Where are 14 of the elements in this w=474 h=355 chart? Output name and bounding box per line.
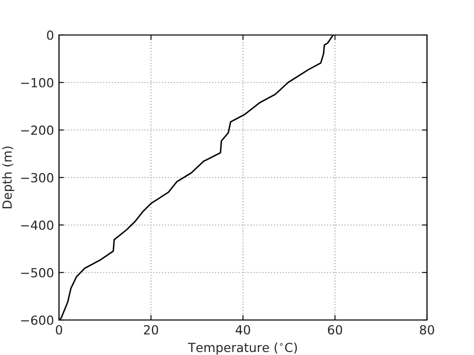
y-tick-label: −200: [21, 125, 54, 135]
y-axis-title: Depth (m): [2, 146, 14, 208]
y-tick-label: 0: [47, 30, 54, 40]
y-tick-label: −400: [21, 220, 54, 230]
x-tick-label: 20: [144, 325, 158, 335]
x-tick-label: 0: [56, 325, 62, 335]
x-tick-label: 80: [420, 325, 434, 335]
x-tick-label: 40: [236, 325, 250, 335]
y-tick-label: −600: [21, 315, 54, 325]
y-tick-label: −300: [21, 172, 54, 182]
y-tick-label: −500: [21, 268, 54, 278]
x-tick-label: 60: [328, 325, 342, 335]
y-tick-label: −100: [21, 78, 54, 88]
x-axis-title: Temperature ($^{∘}$C): [188, 342, 297, 355]
